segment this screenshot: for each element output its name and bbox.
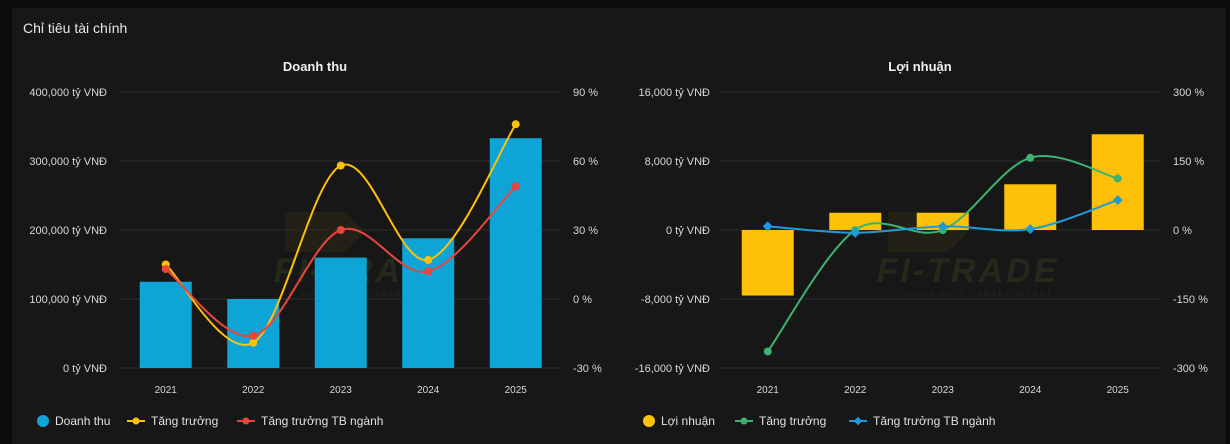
legend-item[interactable]: Tăng trưởng TB ngành	[237, 414, 383, 428]
legend-item[interactable]: Tăng trưởng	[735, 414, 826, 428]
line-point	[424, 255, 433, 264]
x-tick-label: 2023	[330, 385, 353, 396]
x-tick-label: 2021	[757, 385, 780, 396]
line-point	[1112, 195, 1123, 206]
y-right-tick-label: -30 %	[573, 363, 602, 375]
legend-marker	[643, 415, 655, 427]
line-point	[249, 331, 258, 340]
bar-2024	[1004, 184, 1057, 230]
y-right-tick-label: 60 %	[573, 156, 598, 168]
y-right-tick-label: -150 %	[1173, 294, 1208, 306]
y-left-tick-label: 100,000 tỷ VNĐ	[29, 294, 107, 306]
line-point	[1113, 174, 1122, 183]
y-right-tick-label: 90 %	[573, 87, 598, 99]
bar-2021	[741, 230, 794, 296]
legend-item[interactable]: Tăng trưởng	[127, 414, 218, 428]
legend-item[interactable]: Tăng trưởng TB ngành	[849, 414, 995, 428]
x-tick-label: 2021	[155, 385, 178, 396]
legend-label: Tăng trưởng	[759, 414, 826, 428]
line-point	[762, 221, 773, 232]
y-left-tick-label: -8,000 tỷ VNĐ	[641, 294, 710, 306]
y-left-tick-label: 200,000 tỷ VNĐ	[29, 225, 107, 237]
y-left-tick-label: 300,000 tỷ VNĐ	[29, 156, 107, 168]
y-left-tick-label: -16,000 tỷ VNĐ	[635, 363, 710, 375]
legend-marker	[132, 417, 140, 425]
line-point	[424, 267, 433, 276]
x-tick-label: 2024	[417, 385, 440, 396]
legend-marker	[37, 415, 49, 427]
y-left-tick-label: 400,000 tỷ VNĐ	[29, 87, 107, 99]
bar-2021	[139, 281, 192, 368]
line-point	[511, 120, 520, 129]
line-point	[937, 221, 948, 232]
legend-marker	[853, 416, 863, 426]
watermark-brand: FI-TRADE	[877, 252, 1060, 290]
bar-2023	[314, 257, 367, 368]
y-left-tick-label: 8,000 tỷ VNĐ	[645, 156, 710, 168]
x-tick-label: 2022	[242, 385, 265, 396]
y-left-tick-label: 16,000 tỷ VNĐ	[638, 87, 710, 99]
chart-revenue: Doanh thu 400,000 tỷ VNĐ 300,000 tỷ VNĐ 200…	[29, 59, 602, 428]
y-right-tick-label: -300 %	[1173, 363, 1208, 375]
chart-profit: Lợi nhuận 16,000 tỷ VNĐ 8,000 tỷ VNĐ 0 tỷ V…	[635, 59, 1208, 428]
legend-label: Lợi nhuận	[661, 414, 715, 428]
line-point	[336, 226, 345, 234]
y-right-tick-label: 0 %	[573, 294, 592, 306]
line-point	[511, 182, 520, 191]
legend-label: Tăng trưởng	[151, 414, 218, 428]
watermark-tagline: VALUE DATA - SMART INVEST	[300, 291, 449, 298]
x-tick-label: 2025	[1107, 385, 1130, 396]
panel-title: Chỉ tiêu tài chính	[23, 20, 128, 36]
legend-label: Tăng trưởng TB ngành	[873, 414, 995, 428]
x-tick-label: 2023	[932, 385, 955, 396]
legend-label: Tăng trưởng TB ngành	[261, 414, 383, 428]
y-right-tick-label: 0 %	[1173, 225, 1192, 237]
bar-2025	[489, 138, 542, 368]
legend-marker	[740, 417, 748, 425]
y-left-tick-label: 0 tỷ VNĐ	[666, 225, 710, 237]
y-left-tick-label: 0 tỷ VNĐ	[63, 363, 107, 375]
x-tick-label: 2025	[505, 385, 528, 396]
line-point	[850, 227, 861, 238]
chart-title: Lợi nhuận	[888, 59, 951, 74]
y-right-tick-label: 300 %	[1173, 87, 1204, 99]
bar-2022	[829, 212, 882, 230]
legend-marker	[242, 417, 250, 425]
y-right-tick-label: 150 %	[1173, 156, 1204, 168]
line-point	[336, 161, 345, 170]
line-point	[763, 347, 772, 356]
x-tick-label: 2024	[1019, 385, 1042, 396]
line-point	[1026, 153, 1035, 162]
line-point	[161, 265, 170, 274]
legend-item[interactable]: Lợi nhuận	[643, 414, 715, 428]
y-right-tick-label: 30 %	[573, 225, 598, 237]
legend-label: Doanh thu	[55, 414, 110, 428]
x-tick-label: 2022	[844, 385, 867, 396]
watermark-tagline: VALUE DATA - SMART INVEST	[903, 291, 1052, 298]
legend-item[interactable]: Doanh thu	[37, 414, 110, 428]
line-point	[249, 338, 258, 347]
chart-title: Doanh thu	[283, 59, 347, 74]
line-point	[1025, 224, 1036, 235]
